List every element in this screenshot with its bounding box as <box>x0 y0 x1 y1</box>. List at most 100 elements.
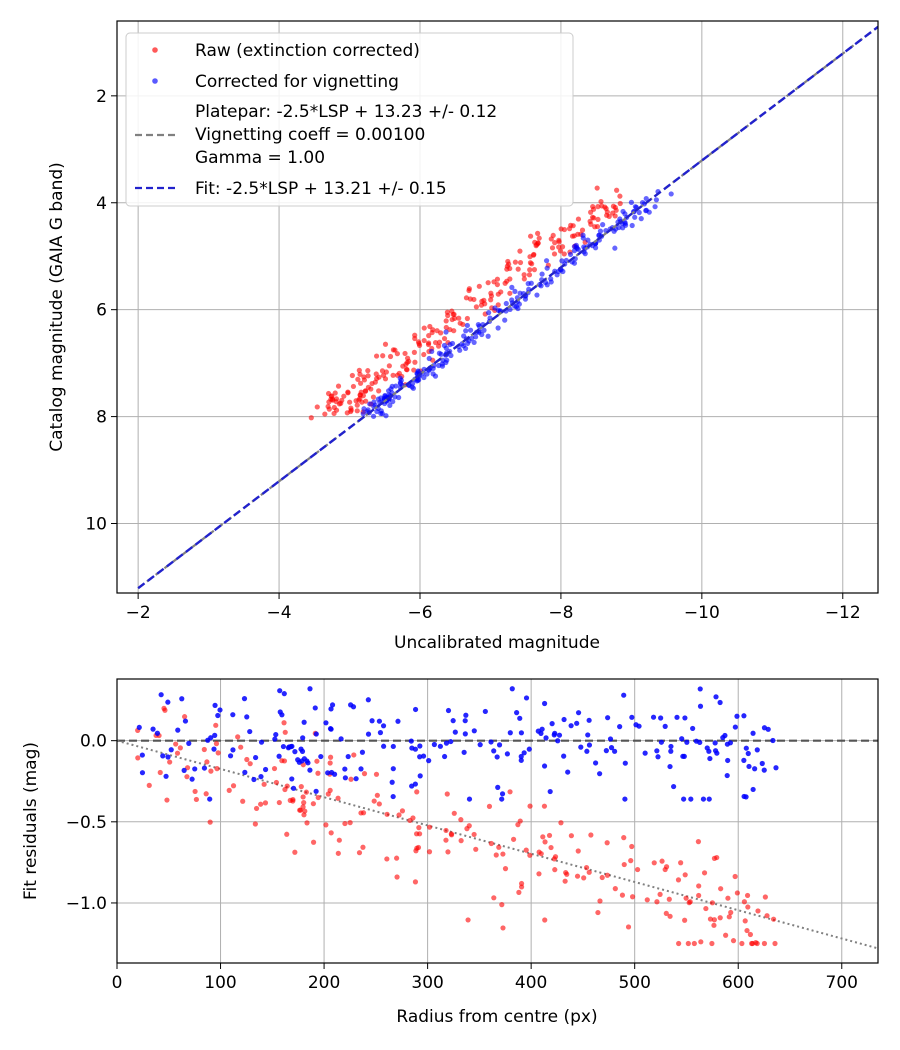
top-x-tick-label: −12 <box>825 603 861 623</box>
corrected-residual-point <box>688 796 694 802</box>
raw-point <box>515 266 521 272</box>
corrected-residual-point <box>488 739 494 745</box>
corrected-residual-point <box>741 793 747 800</box>
raw-point <box>471 296 477 303</box>
raw-residual-point <box>347 820 353 826</box>
corrected-residual-point <box>381 743 387 749</box>
raw-point <box>373 353 380 359</box>
raw-residual-point <box>749 940 756 947</box>
raw-residual-point <box>282 729 288 735</box>
raw-residual-point <box>376 801 382 807</box>
corrected-point <box>471 339 477 346</box>
corrected-residual-point <box>230 712 236 718</box>
corrected-residual-point <box>697 703 704 709</box>
corrected-residual-point <box>514 710 520 716</box>
corrected-residual-point <box>704 745 710 751</box>
raw-residual-point <box>323 822 329 828</box>
corrected-residual-point <box>586 742 593 748</box>
top-axis-ticks: −2 −4 −6 −8 −10 −12 2 4 6 8 10 <box>85 87 860 623</box>
raw-residual-point <box>458 817 464 823</box>
raw-residual-point <box>273 779 280 786</box>
raw-point <box>356 367 362 373</box>
raw-residual-point <box>262 800 269 806</box>
raw-point <box>432 339 439 346</box>
raw-point <box>411 349 417 355</box>
raw-point <box>561 251 567 257</box>
corrected-point <box>502 317 508 323</box>
corrected-residual-point <box>290 785 297 791</box>
raw-residual-point <box>204 759 210 765</box>
raw-point <box>354 402 360 408</box>
raw-residual-point <box>747 931 753 938</box>
raw-point <box>365 373 371 379</box>
raw-point <box>614 187 620 193</box>
raw-residual-point <box>315 770 321 776</box>
corrected-point <box>597 228 604 234</box>
corrected-residual-point <box>743 745 749 751</box>
corrected-point <box>652 204 658 210</box>
corrected-residual-point <box>253 754 259 761</box>
corrected-residual-point <box>526 746 532 752</box>
raw-residual-point <box>551 856 557 862</box>
raw-residual-point <box>510 836 517 842</box>
corrected-residual-point <box>295 757 301 763</box>
raw-point <box>314 404 320 410</box>
raw-residual-point <box>527 803 533 809</box>
corrected-residual-point <box>680 753 686 759</box>
raw-residual-point <box>215 750 221 756</box>
corrected-residual-point <box>750 730 756 736</box>
corrected-residual-point <box>417 743 423 749</box>
raw-residual-point <box>486 803 493 809</box>
corrected-residual-point <box>328 726 334 732</box>
raw-point <box>617 200 623 207</box>
raw-residual-point <box>730 938 737 944</box>
corrected-point <box>492 305 498 311</box>
corrected-point <box>439 361 445 367</box>
corrected-point <box>415 368 421 374</box>
raw-point <box>517 259 524 266</box>
raw-residual-point <box>709 940 715 947</box>
corrected-residual-point <box>390 743 396 750</box>
raw-residual-point <box>207 819 213 825</box>
corrected-residual-point <box>168 747 174 753</box>
raw-point <box>517 248 523 254</box>
raw-point <box>345 389 351 395</box>
raw-point <box>579 227 586 233</box>
raw-point <box>481 297 487 303</box>
corrected-point <box>620 208 626 215</box>
raw-point <box>521 276 527 282</box>
corrected-residual-point <box>499 796 505 802</box>
raw-residual-point <box>201 746 207 753</box>
raw-point <box>308 415 314 421</box>
raw-residual-point <box>146 782 152 788</box>
corrected-residual-point <box>712 740 718 746</box>
corrected-residual-point <box>186 740 192 746</box>
raw-residual-point <box>298 784 304 790</box>
raw-point <box>591 206 597 212</box>
raw-point <box>380 372 387 378</box>
corrected-residual-point <box>770 737 776 744</box>
raw-residual-point <box>471 831 477 838</box>
raw-residual-point <box>192 788 198 795</box>
corrected-residual-point <box>313 731 319 737</box>
corrected-residual-point <box>745 750 751 757</box>
raw-residual-point <box>213 741 220 747</box>
raw-residual-point <box>711 917 717 923</box>
legend-corrected-label: Corrected for vignetting <box>195 72 399 92</box>
corrected-residual-point <box>697 686 703 692</box>
corrected-residual-point <box>154 730 161 736</box>
corrected-residual-point <box>658 739 665 745</box>
raw-residual-point <box>695 838 702 845</box>
corrected-residual-point <box>338 736 344 742</box>
corrected-point <box>544 282 550 288</box>
raw-point <box>443 318 449 324</box>
corrected-residual-point <box>494 754 500 760</box>
raw-point <box>507 290 513 296</box>
raw-point <box>606 213 612 220</box>
top-y-axis-label: Catalog magnitude (GAIA G band) <box>47 162 67 452</box>
corrected-residual-point <box>491 748 497 754</box>
raw-residual-point <box>360 810 367 816</box>
raw-point <box>374 375 380 382</box>
corrected-residual-point <box>181 767 187 773</box>
raw-point <box>369 380 375 387</box>
